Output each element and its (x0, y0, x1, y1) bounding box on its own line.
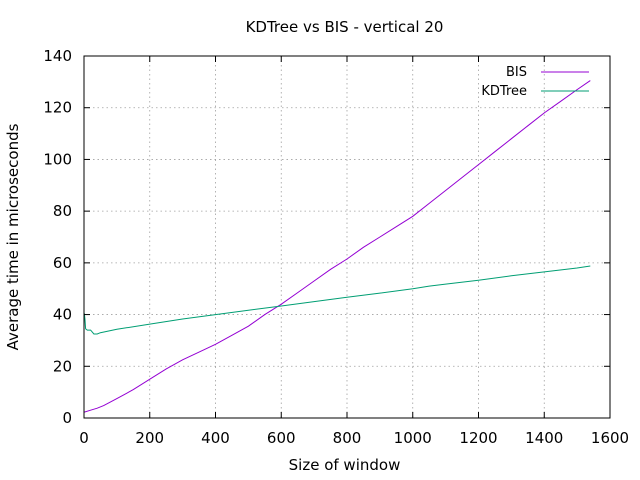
y-tick-label: 100 (43, 150, 72, 168)
y-tick-label: 40 (53, 306, 72, 324)
axis-ticks: 0 200 400 600 800 1000 1200 1400 1600 0 20 40 60 80 10… (43, 47, 629, 447)
x-tick-label: 600 (267, 429, 296, 447)
legend: BIS KDTree (481, 65, 589, 99)
legend-label-bis: BIS (506, 65, 527, 80)
x-tick-label: 1000 (394, 429, 432, 447)
chart-title: KDTree vs BIS - vertical 20 (246, 18, 444, 36)
y-axis-label: Average time in microseconds (4, 123, 22, 350)
y-tick-label: 60 (53, 254, 72, 272)
x-tick-label: 800 (333, 429, 362, 447)
x-tick-label: 1400 (525, 429, 563, 447)
x-tick-label: 0 (79, 429, 89, 447)
grid (84, 56, 610, 418)
y-tick-label: 20 (53, 357, 72, 375)
y-tick-label: 140 (43, 47, 72, 65)
y-tick-label: 0 (62, 409, 72, 427)
plot-series (83, 80, 591, 413)
y-tick-label: 80 (53, 202, 72, 220)
x-tick-label: 1600 (591, 429, 629, 447)
legend-label-kdtree: KDTree (481, 84, 527, 99)
y-tick-label: 120 (43, 99, 72, 117)
x-tick-label: 1200 (459, 429, 497, 447)
series-line-kdtree (83, 265, 591, 335)
x-tick-label: 200 (135, 429, 164, 447)
x-tick-label: 400 (201, 429, 230, 447)
series-line-bis (84, 80, 591, 413)
x-axis-label: Size of window (289, 456, 401, 474)
